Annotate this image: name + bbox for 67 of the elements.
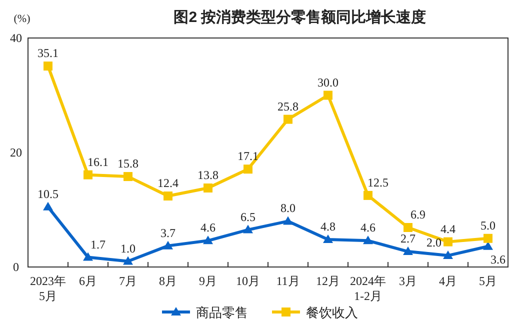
x-tick-label: 7月 bbox=[119, 274, 137, 288]
data-label: 3.6 bbox=[490, 252, 506, 266]
point bbox=[203, 236, 213, 244]
data-label: 12.4 bbox=[158, 176, 178, 190]
x-tick-label: 2023年 5月 bbox=[30, 274, 66, 303]
point bbox=[403, 246, 413, 256]
point bbox=[364, 190, 372, 200]
data-label: 1.7 bbox=[90, 237, 106, 252]
point bbox=[84, 170, 92, 180]
chart-title: 图2 按消费类型分零售额同比增长速度 bbox=[174, 8, 426, 26]
data-label: 16.1 bbox=[88, 154, 108, 169]
data-label: 4.4 bbox=[440, 222, 456, 236]
x-tick-label: 4月 bbox=[439, 274, 457, 288]
data-label: 6.5 bbox=[240, 210, 256, 224]
y-tick-label: 20 bbox=[10, 146, 22, 160]
point bbox=[444, 237, 452, 246]
data-label: 35.1 bbox=[38, 46, 58, 60]
point bbox=[283, 216, 293, 225]
point bbox=[443, 250, 453, 260]
point bbox=[83, 252, 93, 261]
data-label: 4.8 bbox=[320, 220, 336, 234]
x-tick-label: 9月 bbox=[199, 274, 217, 288]
point bbox=[284, 114, 292, 124]
data-label: 25.8 bbox=[278, 99, 298, 114]
point bbox=[44, 62, 52, 71]
y-axis-title: (%) bbox=[14, 13, 31, 25]
data-label: 3.7 bbox=[160, 226, 176, 240]
data-label: 4.6 bbox=[200, 220, 216, 235]
x-tick-label: 11月 bbox=[276, 274, 300, 288]
data-label: 2.0 bbox=[426, 236, 442, 250]
data-label: 30.0 bbox=[318, 75, 338, 90]
y-tick-label: 40 bbox=[10, 31, 22, 45]
data-label: 4.6 bbox=[360, 220, 376, 235]
x-tick-label: 12月 bbox=[316, 274, 340, 288]
point bbox=[43, 202, 53, 210]
point bbox=[204, 183, 212, 192]
data-label: 8.0 bbox=[280, 201, 296, 216]
point bbox=[243, 224, 253, 234]
data-label: 1.0 bbox=[120, 241, 136, 256]
point bbox=[244, 164, 252, 174]
data-label: 2.7 bbox=[400, 232, 416, 246]
data-label: 12.5 bbox=[368, 175, 388, 190]
data-label: 5.0 bbox=[480, 218, 496, 232]
y-tick-label: 0 bbox=[13, 260, 19, 274]
point bbox=[363, 236, 373, 244]
point bbox=[324, 90, 332, 100]
x-tick-label: 5月 bbox=[479, 274, 497, 288]
point bbox=[483, 241, 493, 250]
legend-label: 餐饮收入 bbox=[306, 305, 358, 320]
data-label: 6.9 bbox=[410, 207, 426, 222]
data-label: 10.5 bbox=[38, 186, 58, 201]
x-tick-label: 2024年 1-2月 bbox=[350, 274, 386, 303]
point bbox=[404, 222, 412, 232]
x-tick-label: 8月 bbox=[159, 274, 177, 288]
x-tick-label: 6月 bbox=[79, 274, 97, 288]
point bbox=[164, 192, 172, 201]
point bbox=[163, 240, 173, 250]
point bbox=[123, 256, 133, 265]
data-label: 17.1 bbox=[238, 149, 258, 164]
point bbox=[323, 234, 333, 244]
legend-label: 商品零售 bbox=[196, 305, 248, 320]
data-label: 13.8 bbox=[198, 168, 218, 182]
x-tick-label: 10月 bbox=[236, 274, 260, 288]
data-label: 15.8 bbox=[118, 156, 138, 171]
point bbox=[124, 172, 132, 182]
point bbox=[484, 234, 492, 243]
x-tick-label: 3月 bbox=[399, 274, 417, 288]
